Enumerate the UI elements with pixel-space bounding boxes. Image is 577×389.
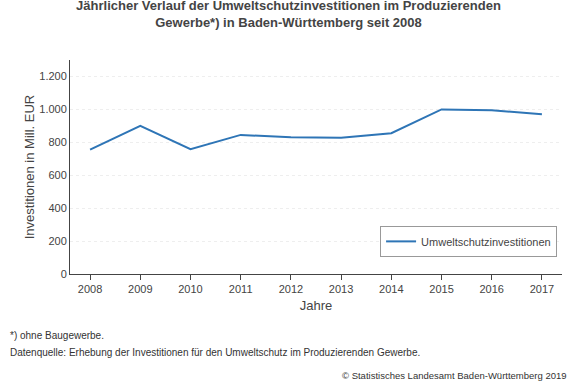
- svg-text:2013: 2013: [329, 283, 353, 295]
- svg-text:2012: 2012: [279, 283, 303, 295]
- svg-text:1.000: 1.000: [39, 103, 67, 115]
- svg-text:Datenquelle: Erhebung der Inve: Datenquelle: Erhebung der Investitionen …: [10, 347, 420, 358]
- svg-text:400: 400: [48, 202, 66, 214]
- svg-text:2010: 2010: [178, 283, 202, 295]
- svg-text:2017: 2017: [530, 283, 554, 295]
- svg-text:1.200: 1.200: [39, 70, 67, 82]
- svg-text:600: 600: [48, 169, 66, 181]
- svg-text:2014: 2014: [379, 283, 403, 295]
- svg-text:Investitionen in Mill. EUR: Investitionen in Mill. EUR: [22, 95, 37, 240]
- svg-text:© Statistisches Landesamt Bade: © Statistisches Landesamt Baden-Württemb…: [342, 370, 567, 381]
- svg-text:2011: 2011: [229, 283, 253, 295]
- svg-text:Jahre: Jahre: [300, 298, 333, 313]
- svg-text:0: 0: [61, 268, 67, 280]
- svg-text:2009: 2009: [128, 283, 152, 295]
- svg-text:200: 200: [48, 235, 66, 247]
- svg-text:2015: 2015: [429, 283, 453, 295]
- svg-text:2016: 2016: [479, 283, 503, 295]
- svg-text:*) ohne Baugewerbe.: *) ohne Baugewerbe.: [10, 330, 104, 341]
- svg-text:Jährlicher Verlauf der Umwelts: Jährlicher Verlauf der Umweltschutzinves…: [76, 0, 501, 30]
- svg-text:800: 800: [48, 136, 66, 148]
- svg-text:Umweltschutzinvestitionen: Umweltschutzinvestitionen: [421, 236, 551, 248]
- svg-text:2008: 2008: [78, 283, 102, 295]
